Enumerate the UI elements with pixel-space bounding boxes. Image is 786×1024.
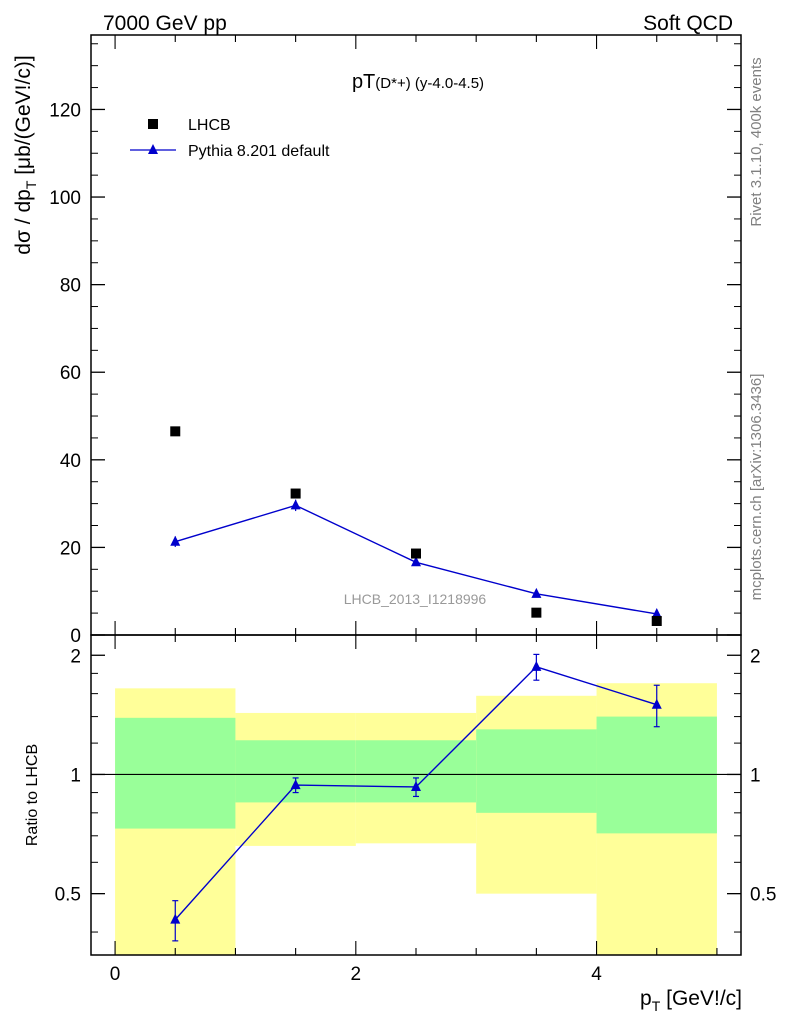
lhcb-point (170, 426, 181, 437)
ratio-ytick-label-left: 0.5 (55, 885, 81, 906)
main-ylabel: dσ / dpT [μb/(GeV!/c)] (12, 55, 39, 254)
energy-label: 7000 GeV pp (103, 12, 227, 35)
pythia-point (651, 607, 662, 618)
pythia-point (290, 499, 301, 510)
lhcb-point (411, 548, 421, 559)
ratio-band-inner-0 (115, 717, 236, 829)
main-ytick-label: 40 (60, 451, 81, 472)
legend-label-pythia: Pythia 8.201 default (188, 143, 330, 160)
ratio-ytick-label-left: 2 (70, 646, 81, 667)
pythia-point (170, 535, 181, 546)
lhcb-point (290, 488, 301, 499)
analysis-watermark: LHCB_2013_I1218996 (344, 591, 487, 607)
main-ytick-label: 60 (60, 363, 81, 384)
ratio-ylabel: Ratio to LHCB (24, 744, 41, 846)
ratio-ytick-label-right: 1 (750, 765, 761, 786)
xtick-label: 4 (591, 964, 602, 985)
ratio-ytick-label-right: 2 (750, 646, 761, 667)
plot-title: pT(D*+) (y-4.0-4.5) (352, 71, 484, 93)
lhcb-point (651, 615, 662, 626)
mcplots-label: mcplots.cern.ch [arXiv:1306.3436] (748, 374, 765, 601)
xlabel: pT [GeV!/c] (640, 987, 742, 1014)
ratio-pythia-point (170, 913, 181, 924)
legend-marker-lhcb (148, 119, 158, 129)
ratio-pythia-point (411, 780, 421, 791)
pythia-point (411, 556, 421, 567)
legend: LHCB Pythia 8.201 default (130, 117, 330, 160)
ratio-pythia-point (531, 660, 542, 671)
ratio-ytick-label-right: 0.5 (750, 885, 776, 906)
process-label: Soft QCD (643, 12, 733, 35)
main-ytick-label: 120 (49, 100, 81, 121)
main-ytick-label: 80 (60, 276, 81, 297)
ratio-panel-content (170, 653, 662, 942)
rivet-label: Rivet 3.1.10, 400k events (748, 57, 765, 226)
ratio-axis-ticks: 0.5 0.5 1 1 2 2 0 2 4 (55, 635, 776, 985)
legend-marker-pythia (148, 144, 158, 154)
main-ytick-label: 20 (60, 538, 81, 559)
ratio-ytick-label-left: 1 (70, 765, 81, 786)
main-panel-content (170, 426, 662, 626)
plot-title-sub: (D*+) (y-4.0-4.5) (375, 75, 484, 92)
lhcb-point (531, 607, 542, 618)
xtick-label: 0 (110, 964, 121, 985)
pythia-point (531, 587, 542, 598)
plot-title-main: pT (352, 71, 375, 93)
main-ytick-label: 0 (70, 626, 81, 647)
ratio-pythia-point (290, 779, 301, 790)
main-axis-ticks: 0 20 40 60 80 100 120 (49, 35, 741, 647)
ratio-bands (115, 683, 717, 955)
main-ytick-label: 100 (49, 188, 81, 209)
legend-label-lhcb: LHCB (188, 117, 231, 134)
ratio-pythia-point (651, 698, 662, 709)
ratio-band-inner-3 (476, 729, 597, 813)
xtick-label: 2 (351, 964, 362, 985)
